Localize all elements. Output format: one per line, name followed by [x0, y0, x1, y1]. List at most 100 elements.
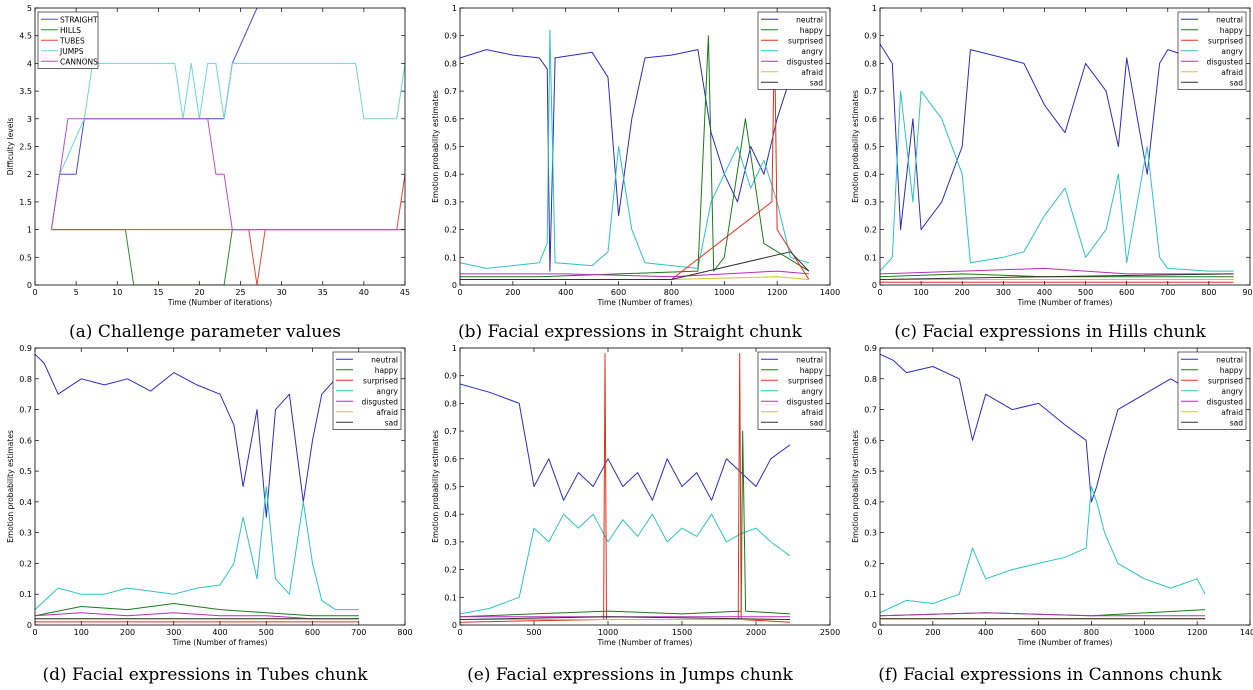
cannons-emotion-chart: 0 200 400 600 800 1000 1200 1400 0 0.1 0.2 0.3 0.4 0.…	[851, 344, 1253, 647]
x-axis-label: Time (Number of frames)	[597, 298, 693, 307]
legend-label: neutral	[371, 355, 398, 364]
x-tick-label: 0	[457, 628, 462, 637]
caption-f: (f) Facial expressions in Cannons chunk	[878, 665, 1222, 685]
x-tick-label: 600	[611, 288, 626, 297]
legend-label: disgusted	[362, 397, 399, 406]
series-line-neutral	[880, 43, 1234, 231]
x-tick-label: 1000	[1134, 628, 1154, 637]
legend-label: CANNONS	[60, 57, 98, 66]
y-tick-label: 3	[27, 115, 32, 124]
y-tick-label: 0.5	[19, 467, 32, 476]
series-line-happy	[35, 603, 359, 617]
legend-label: sad	[385, 418, 399, 427]
caption-b: (b) Facial expressions in Straight chunk	[458, 322, 802, 342]
x-tick-label: 400	[212, 628, 227, 637]
x-tick-label: 700	[351, 628, 366, 637]
y-tick-label: 0	[27, 621, 32, 630]
y-tick-label: 5	[27, 4, 32, 13]
y-axis-label: Emotion probability estimates	[431, 90, 440, 203]
y-tick-label: 0.7	[864, 87, 877, 96]
x-tick-label: 500	[1078, 288, 1093, 297]
x-tick-label: 20	[194, 288, 204, 297]
x-tick-label: 25	[235, 288, 245, 297]
legend-label: happy	[1220, 366, 1244, 375]
x-tick-label: 500	[526, 628, 541, 637]
series-group	[460, 353, 791, 623]
y-tick-label: 0.4	[864, 498, 877, 507]
y-tick-label: 1	[452, 4, 457, 13]
x-tick-label: 30	[277, 288, 287, 297]
x-tick-label: 1500	[672, 628, 692, 637]
jumps-emotion-chart: 0 500 1000 1500 2000 2500 0 0.1 0.2 0.3 0.4 0.5 0.6 0…	[431, 344, 840, 647]
x-tick-label: 200	[955, 288, 970, 297]
y-tick-label: 0.3	[444, 538, 457, 547]
y-tick-label: 3.5	[19, 87, 32, 96]
legend-label: sad	[810, 78, 824, 87]
legend-label: angry	[1221, 47, 1243, 56]
y-tick-label: 0.5	[444, 483, 457, 492]
straight-emotion-chart: 0 200 400 600 800 1000 1200 1400 0 0.1 0.2 0.3 0.4 0.…	[431, 4, 840, 307]
y-tick-label: 4.5	[19, 32, 32, 41]
series-line-sad	[460, 251, 810, 280]
series-group	[880, 353, 1206, 620]
y-tick-label: 0.1	[19, 590, 32, 599]
x-tick-label: 400	[1037, 288, 1052, 297]
y-tick-label: 0.7	[444, 427, 457, 436]
y-axis-label: Emotion probability estimates	[851, 430, 860, 543]
x-tick-label: 1400	[1240, 628, 1253, 637]
series-line-disgusted	[460, 270, 809, 278]
y-tick-label: 0.2	[19, 559, 32, 568]
y-tick-label: 1	[872, 4, 877, 13]
series-line-sad	[880, 273, 1234, 280]
y-tick-label: 0.9	[444, 32, 457, 41]
caption-e: (e) Facial expressions in Jumps chunk	[467, 665, 793, 685]
y-tick-label: 0.1	[864, 590, 877, 599]
series-line-neutral	[460, 49, 810, 272]
x-tick-label: 600	[305, 628, 320, 637]
y-tick-label: 0.2	[864, 226, 877, 235]
legend-label: afraid	[1221, 68, 1243, 77]
y-tick-label: 4	[27, 59, 32, 68]
legend-label: angry	[376, 387, 398, 396]
series-line-angry	[35, 486, 359, 611]
chart-panel-c: 0 100 200 300 400 500 600 700 800 900 0 0.1 0.2 0.3 0.…	[845, 0, 1253, 320]
legend-label: angry	[801, 387, 823, 396]
y-tick-label: 0.8	[19, 375, 32, 384]
chart-panel-b: 0 200 400 600 800 1000 1200 1400 0 0.1 0.2 0.3 0.4 0.…	[425, 0, 840, 320]
y-tick-label: 0	[872, 281, 877, 290]
y-tick-label: 0.2	[444, 566, 457, 575]
x-tick-label: 600	[1031, 628, 1046, 637]
y-tick-label: 0	[452, 621, 457, 630]
y-tick-label: 1	[27, 226, 32, 235]
x-axis-label: Time (Number of frames)	[172, 638, 268, 647]
x-tick-label: 500	[259, 628, 274, 637]
y-tick-label: 0.3	[864, 198, 877, 207]
x-tick-label: 2000	[746, 628, 766, 637]
chart-panel-e: 0 500 1000 1500 2000 2500 0 0.1 0.2 0.3 0.4 0.5 0.6 0…	[425, 340, 840, 660]
y-tick-label: 2	[27, 170, 32, 179]
legend-label: disgusted	[1207, 57, 1244, 66]
x-tick-label: 700	[1160, 288, 1175, 297]
legend-label: neutral	[796, 15, 823, 24]
hills-emotion-chart: 0 100 200 300 400 500 600 700 800 900 0 0.1 0.2 0.3 0.…	[851, 4, 1253, 307]
x-tick-label: 200	[925, 628, 940, 637]
series-line-happy	[460, 430, 791, 618]
y-tick-label: 0.7	[19, 406, 32, 415]
x-tick-label: 15	[153, 288, 163, 297]
y-tick-label: 0.4	[444, 170, 457, 179]
x-tick-label: 800	[1201, 288, 1216, 297]
y-tick-label: 0.8	[444, 399, 457, 408]
x-tick-label: 800	[664, 288, 679, 297]
x-tick-label: 0	[457, 288, 462, 297]
x-tick-label: 1200	[767, 288, 787, 297]
x-tick-label: 0	[877, 628, 882, 637]
series-group	[35, 353, 359, 623]
y-tick-label: 2.5	[19, 143, 32, 152]
chart-panel-a: 0 5 10 15 20 25 30 35 40 45 0 0.5 1 1.5 2 2.5 3 3.5 4 4.5 5 T…	[0, 0, 410, 320]
caption-a: (a) Challenge parameter values	[69, 322, 341, 342]
y-tick-label: 1.5	[19, 198, 32, 207]
y-axis-label: Difficulty levels	[6, 118, 15, 176]
legend-label: afraid	[801, 68, 823, 77]
